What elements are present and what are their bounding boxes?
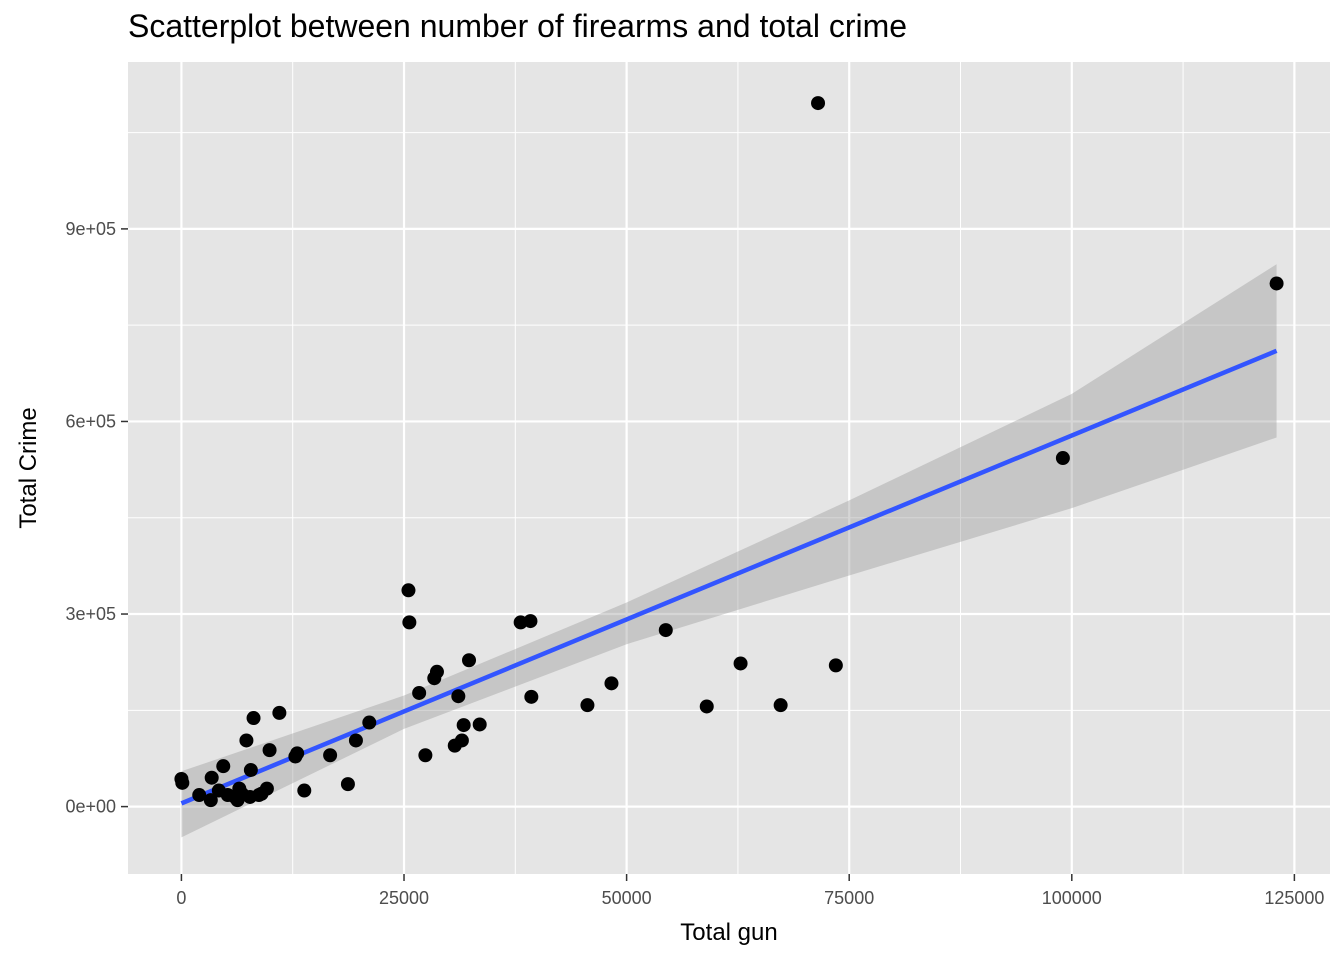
data-point — [216, 759, 231, 774]
data-point — [658, 623, 673, 638]
x-tick-label: 100000 — [1042, 888, 1102, 908]
y-tick-label: 9e+05 — [65, 219, 116, 239]
plot-panel — [128, 62, 1330, 874]
x-tick-label: 0 — [176, 888, 186, 908]
data-point — [733, 656, 748, 671]
data-point — [523, 614, 538, 629]
y-tick-label: 3e+05 — [65, 604, 116, 624]
data-point — [418, 748, 433, 763]
data-point — [462, 653, 477, 668]
data-point — [348, 733, 363, 748]
x-axis: 0 25000 50000 75000 100000 125000 — [176, 874, 1324, 908]
data-point — [699, 699, 714, 714]
data-point — [262, 743, 277, 758]
x-tick-label: 75000 — [824, 888, 874, 908]
data-point — [204, 770, 219, 785]
data-point — [454, 733, 469, 748]
data-point — [580, 698, 595, 713]
y-tick-label: 0e+00 — [65, 797, 116, 817]
data-point — [604, 676, 619, 691]
chart-title: Scatterplot between number of firearms a… — [128, 8, 908, 44]
data-point — [472, 717, 487, 732]
data-point — [192, 788, 207, 803]
minor-gridlines — [128, 62, 1330, 874]
data-point — [290, 746, 305, 761]
x-tick-label: 50000 — [602, 888, 652, 908]
major-gridlines — [128, 62, 1330, 874]
regression-line — [180, 348, 1278, 806]
data-point — [239, 733, 254, 748]
data-points — [174, 96, 1284, 808]
y-axis: 0e+00 3e+05 6e+05 9e+05 — [65, 219, 128, 817]
x-tick-label: 125000 — [1264, 888, 1324, 908]
data-point — [246, 711, 261, 726]
x-axis-title: Total gun — [680, 919, 777, 946]
y-axis-title: Total Crime — [15, 407, 42, 528]
data-point — [429, 664, 444, 679]
data-point — [362, 715, 377, 730]
data-point — [1055, 451, 1070, 466]
data-point — [203, 793, 218, 808]
data-point — [323, 748, 338, 763]
data-point — [402, 615, 417, 630]
x-tick-label: 25000 — [379, 888, 429, 908]
data-point — [340, 777, 355, 792]
data-point — [412, 685, 427, 700]
data-point — [401, 583, 416, 598]
data-point — [1269, 276, 1284, 291]
data-point — [773, 698, 788, 713]
y-tick-label: 6e+05 — [65, 411, 116, 431]
data-point — [811, 96, 826, 111]
data-point — [456, 718, 471, 733]
data-point — [451, 689, 466, 704]
data-point — [524, 689, 539, 704]
data-point — [828, 658, 843, 673]
data-point — [175, 775, 190, 790]
data-point — [259, 781, 274, 796]
data-point — [243, 763, 258, 778]
data-point — [272, 705, 287, 720]
data-point — [297, 783, 312, 798]
